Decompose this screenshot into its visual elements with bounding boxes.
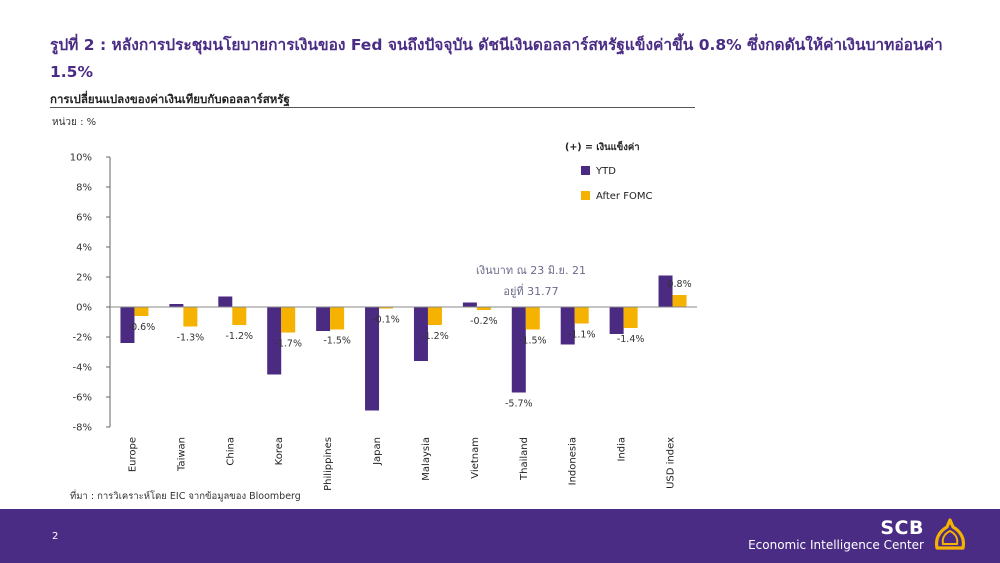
brand-subtitle: Economic Intelligence Center xyxy=(748,538,924,552)
y-tick-label: 2% xyxy=(76,273,92,284)
x-category-label: Japan xyxy=(372,437,383,466)
y-tick-label: 6% xyxy=(76,213,92,224)
data-label: -1.5% xyxy=(323,336,351,347)
bar-after-fomc xyxy=(379,307,394,309)
x-category-label: Vietnam xyxy=(470,437,481,479)
data-label: -0.2% xyxy=(470,316,498,327)
bar-after-fomc xyxy=(330,307,345,330)
annotation-line-2: อยู่ที่ 31.77 xyxy=(503,283,558,298)
x-category-label: China xyxy=(225,437,236,466)
bar-ytd xyxy=(316,307,331,331)
y-tick-label: -8% xyxy=(73,423,92,434)
bar-after-fomc xyxy=(134,307,149,316)
data-label: -1.3% xyxy=(177,333,205,344)
x-category-label: USD index xyxy=(666,437,677,489)
y-tick-label: -2% xyxy=(73,333,92,344)
unit-label: หน่วย : % xyxy=(52,117,97,128)
data-label: -1.7% xyxy=(274,339,302,350)
y-tick-label: 0% xyxy=(76,303,92,314)
chart-subtitle: การเปลี่ยนแปลงของค่าเงินเทียบกับดอลลาร์ส… xyxy=(50,92,290,106)
source-note: ที่มา : การวิเคราะห์โดย EIC จากข้อมูลของ… xyxy=(70,491,301,502)
data-label: -0.6% xyxy=(128,322,156,333)
scb-logo-icon xyxy=(934,518,966,550)
y-tick-label: 8% xyxy=(76,183,92,194)
data-label: -1.2% xyxy=(226,331,254,342)
x-category-label: Malaysia xyxy=(421,437,432,481)
legend-title: (+) = เงินแข็งค่า xyxy=(565,140,640,153)
data-label: -5.7% xyxy=(505,399,533,410)
bar-ytd xyxy=(267,307,282,375)
x-category-label: Indonesia xyxy=(568,437,579,485)
legend-swatch-after-fomc xyxy=(581,191,590,200)
legend-label: YTD xyxy=(595,166,616,177)
bar-ytd xyxy=(511,307,526,393)
bar-after-fomc xyxy=(476,307,491,310)
legend-swatch-ytd xyxy=(581,166,590,175)
y-tick-label: 4% xyxy=(76,243,92,254)
x-category-label: Thailand xyxy=(519,437,530,481)
data-label: 0.8% xyxy=(667,279,691,290)
data-label: -1.2% xyxy=(421,331,449,342)
bar-after-fomc xyxy=(281,307,296,333)
bar-after-fomc xyxy=(574,307,589,324)
bar-ytd xyxy=(365,307,380,411)
bar-ytd xyxy=(609,307,624,334)
subtitle-divider xyxy=(50,107,695,108)
x-category-label: India xyxy=(617,437,628,462)
y-tick-label: -6% xyxy=(73,393,92,404)
brand-block: SCB Economic Intelligence Center xyxy=(748,518,924,553)
x-category-label: Philippines xyxy=(323,437,334,491)
bar-ytd xyxy=(120,307,135,343)
bar-chart: 10% 8% 6% 4% 2% 0% -2% -4% -6% -8% Europe Taiwan Chi… xyxy=(70,140,697,491)
x-category-label: Taiwan xyxy=(176,437,187,472)
y-tick-label: 10% xyxy=(70,153,92,164)
bar-ytd xyxy=(218,296,233,307)
bar-ytd xyxy=(169,304,184,307)
page-number: 2 xyxy=(52,531,59,542)
bar-ytd xyxy=(560,307,575,345)
data-label: -1.4% xyxy=(617,334,645,345)
data-label: -0.1% xyxy=(372,315,400,326)
brand-name: SCB xyxy=(880,517,924,539)
x-category-label: Europe xyxy=(127,437,138,472)
y-tick-label: -4% xyxy=(73,363,92,374)
bar-ytd xyxy=(462,302,477,307)
bar-after-fomc xyxy=(427,307,442,325)
annotation-line-1: เงินบาท ณ 23 มิ.ย. 21 xyxy=(476,264,586,277)
bar-after-fomc xyxy=(672,295,687,307)
bar-after-fomc xyxy=(525,307,540,330)
bar-after-fomc xyxy=(623,307,638,328)
legend-label: After FOMC xyxy=(596,191,652,202)
bar-after-fomc xyxy=(183,307,198,327)
bar-after-fomc xyxy=(232,307,247,325)
headline: รูปที่ 2 : หลังการประชุมนโยบายการเงินของ… xyxy=(50,36,943,81)
bar-ytd xyxy=(658,275,673,307)
x-category-label: Korea xyxy=(274,437,285,465)
bar-ytd xyxy=(413,307,428,361)
footer-bar: 2 SCB Economic Intelligence Center xyxy=(0,509,1000,563)
data-label: -1.1% xyxy=(568,330,596,341)
data-label: -1.5% xyxy=(519,336,547,347)
